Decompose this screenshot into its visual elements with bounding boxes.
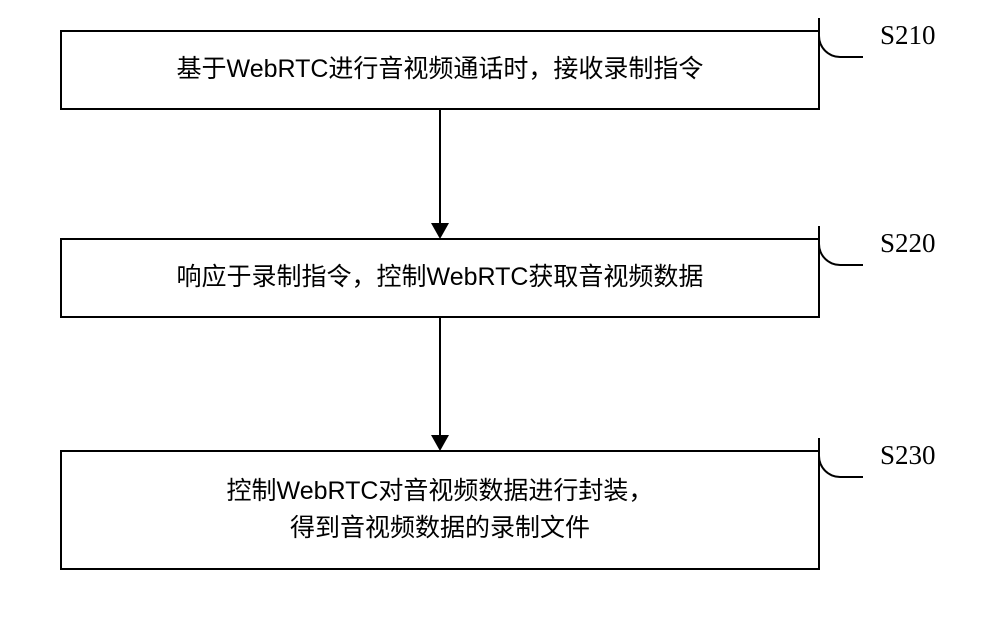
flow-step-s220: 响应于录制指令，控制WebRTC获取音视频数据 <box>60 238 820 318</box>
connector-2 <box>439 318 441 435</box>
arrowhead-2-icon <box>431 435 449 451</box>
flowchart-diagram: 基于WebRTC进行音视频通话时，接收录制指令 响应于录制指令，控制WebRTC… <box>60 0 830 619</box>
callout-s210 <box>818 18 863 58</box>
flow-step-text: 基于WebRTC进行音视频通话时，接收录制指令 <box>177 51 704 89</box>
step-label-s210: S210 <box>880 20 936 51</box>
connector-1 <box>439 110 441 223</box>
flow-step-text: 响应于录制指令，控制WebRTC获取音视频数据 <box>177 259 704 297</box>
flow-step-s210: 基于WebRTC进行音视频通话时，接收录制指令 <box>60 30 820 110</box>
step-label-s230: S230 <box>880 440 936 471</box>
flow-step-text: 控制WebRTC对音视频数据进行封装， 得到音视频数据的录制文件 <box>227 473 654 548</box>
callout-s220 <box>818 226 863 266</box>
flow-step-s230: 控制WebRTC对音视频数据进行封装， 得到音视频数据的录制文件 <box>60 450 820 570</box>
arrowhead-1-icon <box>431 223 449 239</box>
step-label-s220: S220 <box>880 228 936 259</box>
callout-s230 <box>818 438 863 478</box>
